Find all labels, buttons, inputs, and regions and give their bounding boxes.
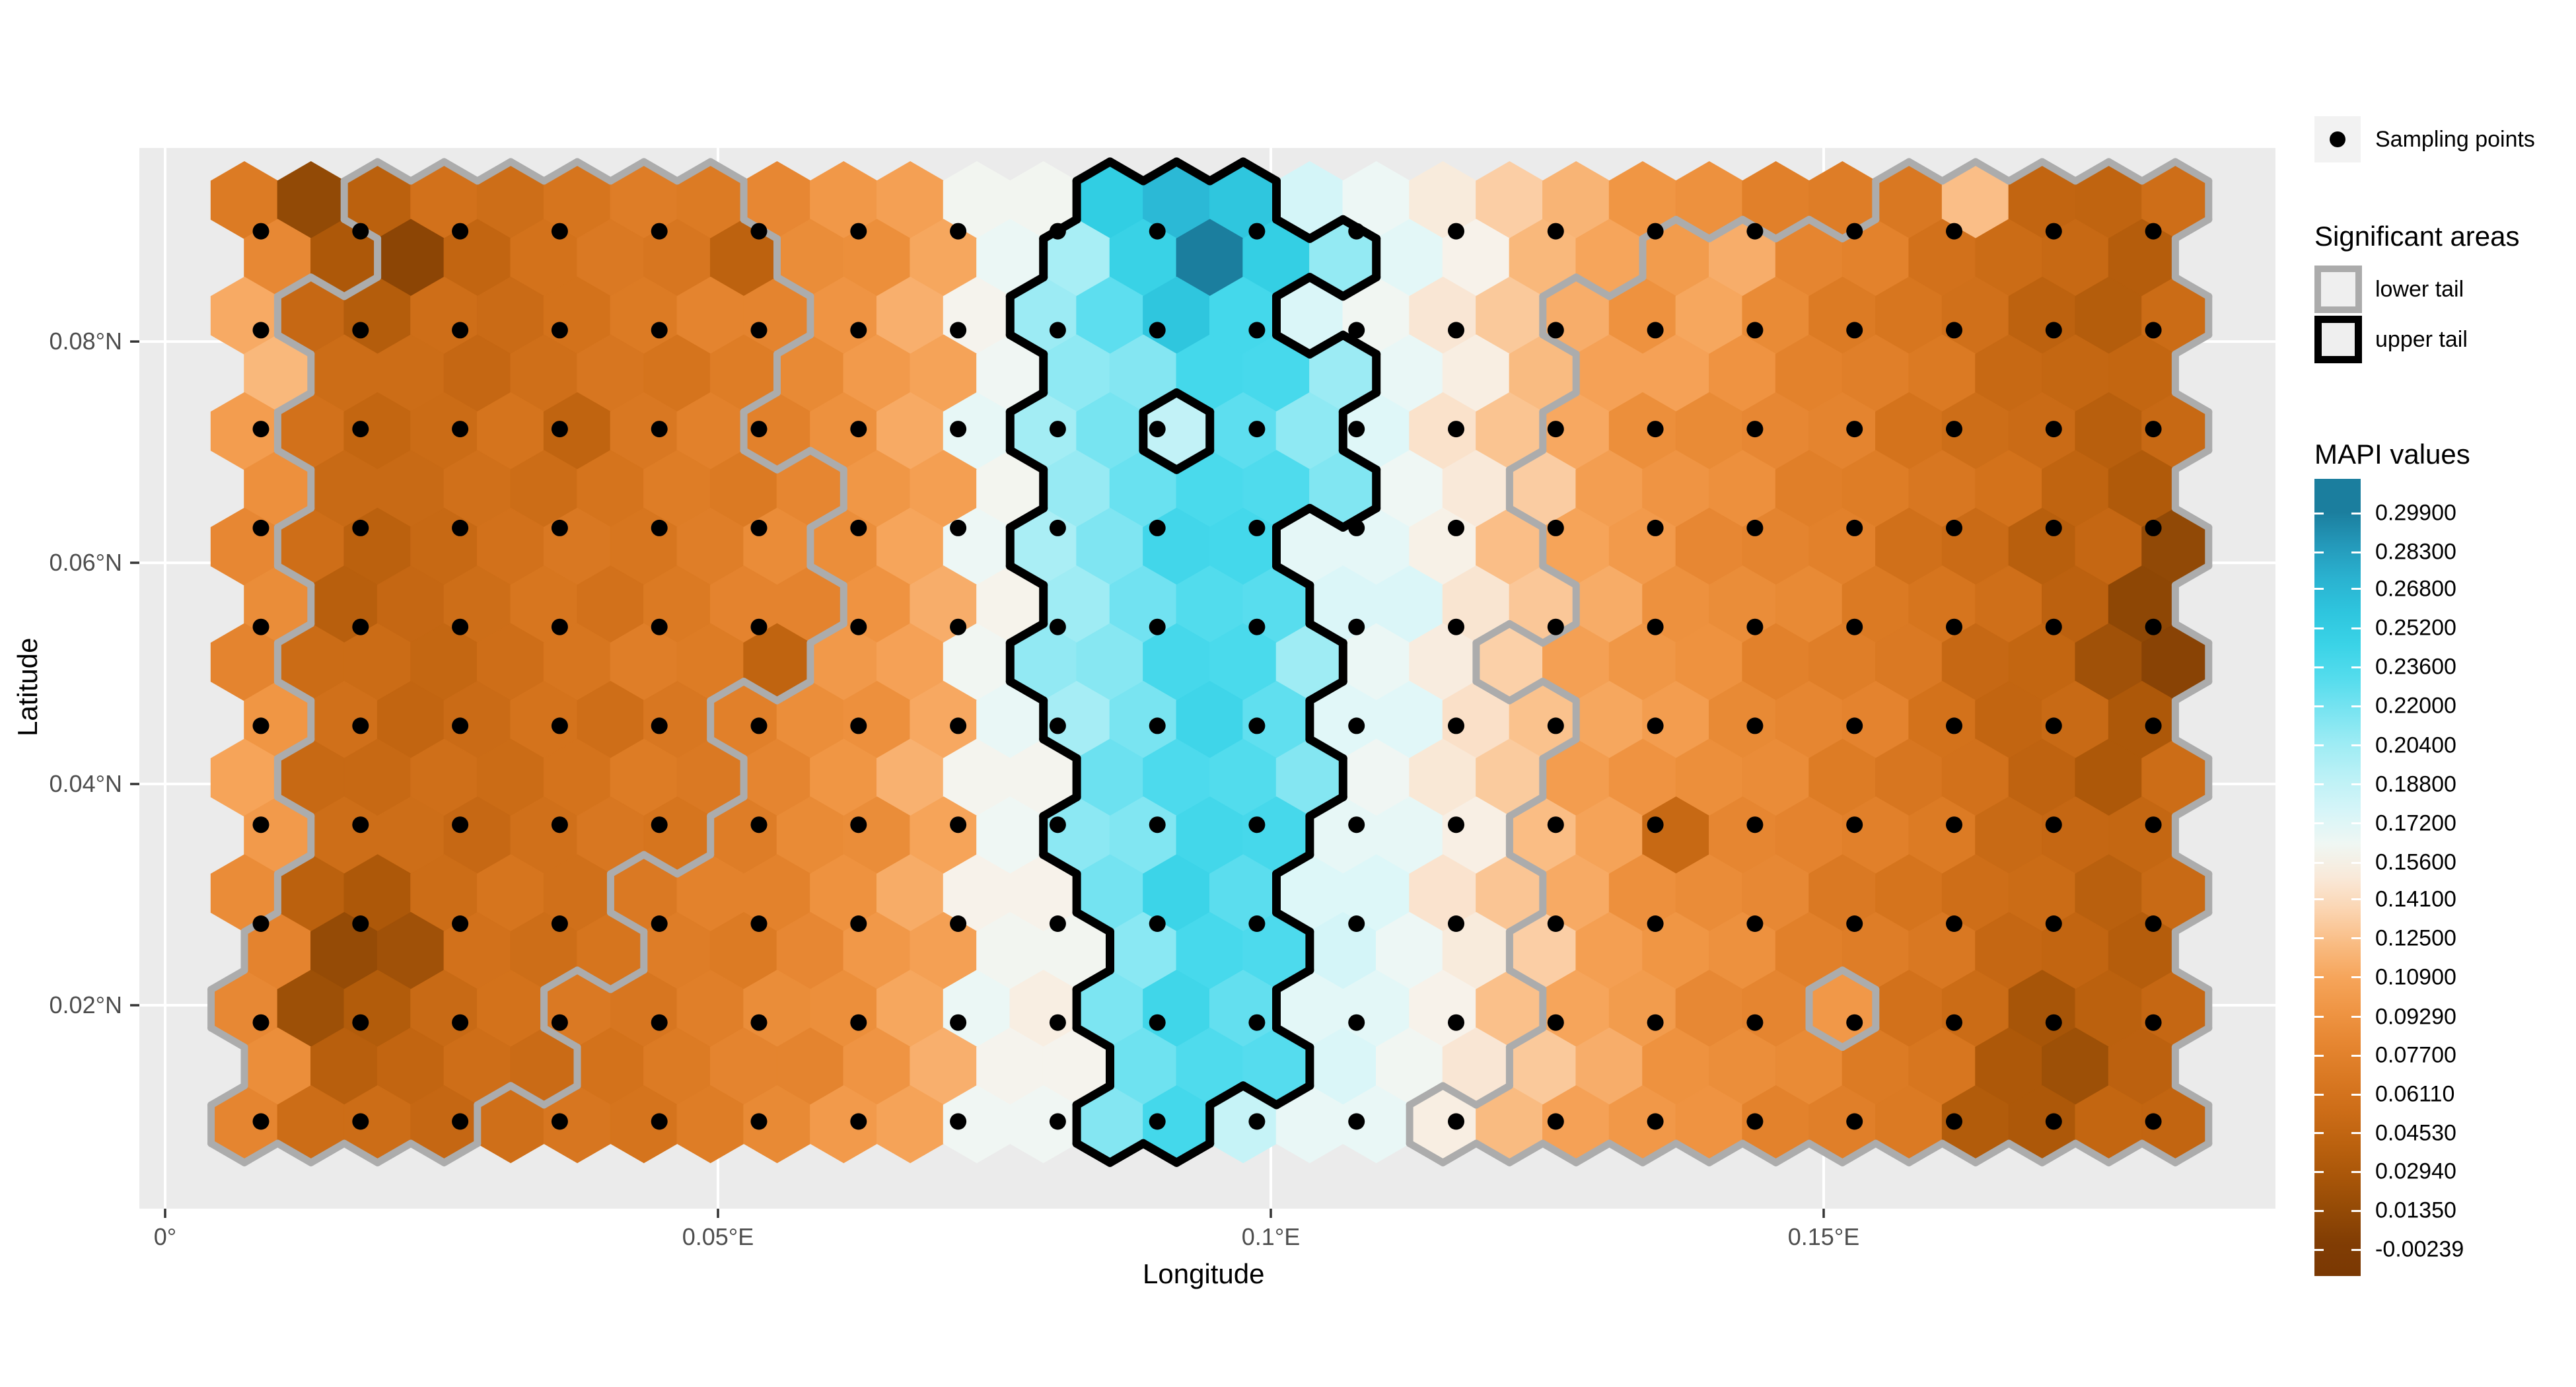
- sampling-point-dot-icon: [2330, 131, 2345, 147]
- colorbar-tick-mark: [2314, 588, 2324, 590]
- colorbar-tick-label: 0.20400: [2375, 732, 2456, 758]
- colorbar-tick-mark: [2351, 898, 2361, 901]
- x-tick-label: 0.1°E: [1241, 1223, 1301, 1250]
- x-tick-label: 0.15°E: [1787, 1223, 1860, 1250]
- colorbar-tick-mark: [2351, 1132, 2361, 1135]
- colorbar-tick-mark: [2314, 1170, 2324, 1173]
- colorbar-tick-mark: [2351, 783, 2361, 786]
- colorbar-tick-label: 0.23600: [2375, 654, 2456, 680]
- y-tick-label: 0.06°N: [49, 549, 122, 577]
- colorbar-tick-label: 0.09290: [2375, 1004, 2456, 1030]
- colorbar-tick-label: 0.07700: [2375, 1042, 2456, 1068]
- colorbar-tick-mark: [2314, 1093, 2324, 1096]
- y-tick-label: 0.08°N: [49, 328, 122, 355]
- colorbar-tick-mark: [2351, 1093, 2361, 1096]
- colorbar-tick-label: 0.15600: [2375, 849, 2456, 875]
- upper-tail-key: [2314, 316, 2362, 363]
- colorbar-tick-label: 0.01350: [2375, 1197, 2456, 1223]
- colorbar-tick-label: 0.26800: [2375, 576, 2456, 602]
- colorbar-tick-mark: [2351, 705, 2361, 707]
- colorbar-tick-label: 0.25200: [2375, 615, 2456, 641]
- colorbar-tick-label: 0.22000: [2375, 693, 2456, 719]
- colorbar-tick-mark: [2314, 627, 2324, 629]
- colorbar-tick-mark: [2351, 1209, 2361, 1212]
- colorbar-tick-mark: [2314, 783, 2324, 786]
- x-tick-label: 0°: [153, 1223, 177, 1250]
- colorbar-tick-label: 0.14100: [2375, 886, 2456, 912]
- colorbar-tick-label: 0.17200: [2375, 810, 2456, 836]
- colorbar-tick-mark: [2314, 898, 2324, 901]
- colorbar-tick-label: -0.00239: [2375, 1236, 2464, 1262]
- x-tick-label: 0.05°E: [682, 1223, 754, 1250]
- y-tick-label: 0.04°N: [49, 770, 122, 798]
- colorbar-tick-mark: [2351, 627, 2361, 629]
- colorbar-tick-mark: [2351, 1016, 2361, 1018]
- mapi-values-title: MAPI values: [2314, 439, 2470, 470]
- lower-tail-key: [2314, 266, 2362, 313]
- colorbar-tick-mark: [2314, 976, 2324, 979]
- colorbar-tick-mark: [2314, 1248, 2324, 1251]
- colorbar-tick-mark: [2314, 1132, 2324, 1135]
- axis-tick-marks: [130, 340, 1825, 1218]
- colorbar-tick-mark: [2314, 822, 2324, 825]
- y-tick-label: 0.02°N: [49, 991, 122, 1018]
- colorbar-tick-mark: [2351, 822, 2361, 825]
- colorbar-tick-mark: [2314, 1054, 2324, 1057]
- colorbar-tick-label: 0.06110: [2375, 1081, 2455, 1107]
- colorbar-tick-mark: [2314, 705, 2324, 707]
- colorbar-tick-label: 0.10900: [2375, 964, 2456, 990]
- colorbar-tick-mark: [2314, 666, 2324, 668]
- colorbar-tick-mark: [2351, 1054, 2361, 1057]
- y-axis-title: Latitude: [12, 637, 43, 736]
- sampling-points: [252, 223, 2162, 1130]
- colorbar-tick-mark: [2351, 1248, 2361, 1251]
- colorbar-tick-mark: [2351, 861, 2361, 864]
- colorbar-tick-mark: [2314, 1016, 2324, 1018]
- colorbar-tick-mark: [2351, 976, 2361, 979]
- colorbar-tick-mark: [2351, 588, 2361, 590]
- sampling-points-label: Sampling points: [2375, 127, 2535, 152]
- colorbar-tick-mark: [2351, 512, 2361, 515]
- colorbar-tick-label: 0.12500: [2375, 925, 2456, 951]
- hex-tiles: [210, 161, 2209, 1164]
- colorbar-tick-mark: [2314, 1209, 2324, 1212]
- colorbar-tick-mark: [2351, 744, 2361, 747]
- mapi-colorbar: [2314, 479, 2361, 1276]
- colorbar-tick-mark: [2351, 937, 2361, 940]
- lower-tail-outline-left: [207, 158, 847, 1166]
- lower-tail-label: lower tail: [2375, 277, 2464, 302]
- colorbar-tick-mark: [2314, 744, 2324, 747]
- colorbar-tick-label: 0.18800: [2375, 771, 2456, 797]
- colorbar-tick-label: 0.02940: [2375, 1158, 2456, 1184]
- colorbar-tick-label: 0.04530: [2375, 1120, 2456, 1146]
- x-axis-title: Longitude: [1143, 1258, 1265, 1289]
- colorbar-tick-mark: [2351, 551, 2361, 553]
- colorbar-tick-mark: [2314, 937, 2324, 940]
- significant-areas-title: Significant areas: [2314, 221, 2520, 252]
- colorbar-tick-mark: [2351, 1170, 2361, 1173]
- colorbar-tick-mark: [2314, 512, 2324, 515]
- upper-tail-label: upper tail: [2375, 327, 2468, 352]
- colorbar-tick-label: 0.28300: [2375, 539, 2456, 565]
- colorbar-tick-mark: [2314, 551, 2324, 553]
- colorbar-tick-mark: [2314, 861, 2324, 864]
- colorbar-tick-mark: [2351, 666, 2361, 668]
- colorbar-tick-label: 0.29900: [2375, 500, 2456, 526]
